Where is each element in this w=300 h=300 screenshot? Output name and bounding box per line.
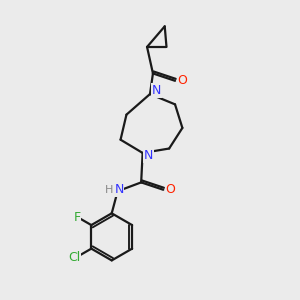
Text: O: O (178, 74, 187, 87)
Text: N: N (144, 149, 153, 162)
Text: N: N (152, 84, 161, 97)
Text: F: F (74, 211, 81, 224)
Text: H: H (105, 185, 114, 195)
Text: N: N (114, 183, 124, 196)
Text: Cl: Cl (68, 251, 80, 264)
Text: O: O (166, 183, 176, 196)
